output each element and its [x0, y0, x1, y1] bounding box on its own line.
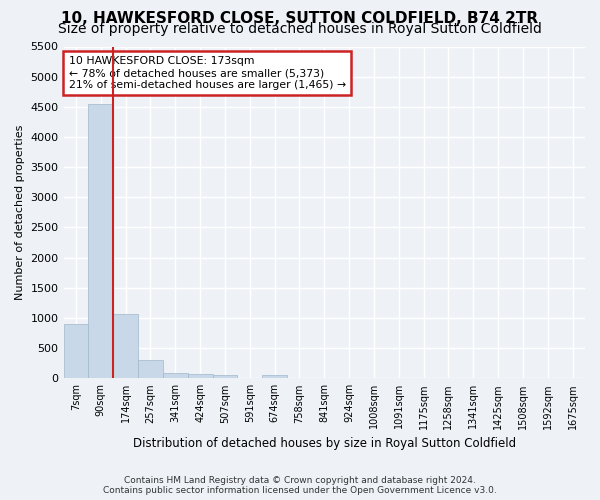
X-axis label: Distribution of detached houses by size in Royal Sutton Coldfield: Distribution of detached houses by size … [133, 437, 516, 450]
Text: Size of property relative to detached houses in Royal Sutton Coldfield: Size of property relative to detached ho… [58, 22, 542, 36]
Text: 10 HAWKESFORD CLOSE: 173sqm
← 78% of detached houses are smaller (5,373)
21% of : 10 HAWKESFORD CLOSE: 173sqm ← 78% of det… [69, 56, 346, 90]
Bar [138, 360, 163, 378]
Bar [113, 314, 138, 378]
Bar [212, 376, 238, 378]
Bar [88, 104, 113, 378]
Y-axis label: Number of detached properties: Number of detached properties [15, 124, 25, 300]
Text: Contains HM Land Registry data © Crown copyright and database right 2024.
Contai: Contains HM Land Registry data © Crown c… [103, 476, 497, 495]
Text: 10, HAWKESFORD CLOSE, SUTTON COLDFIELD, B74 2TR: 10, HAWKESFORD CLOSE, SUTTON COLDFIELD, … [61, 11, 539, 26]
Bar [188, 374, 212, 378]
Bar [64, 324, 88, 378]
Bar [262, 374, 287, 378]
Bar [163, 374, 188, 378]
